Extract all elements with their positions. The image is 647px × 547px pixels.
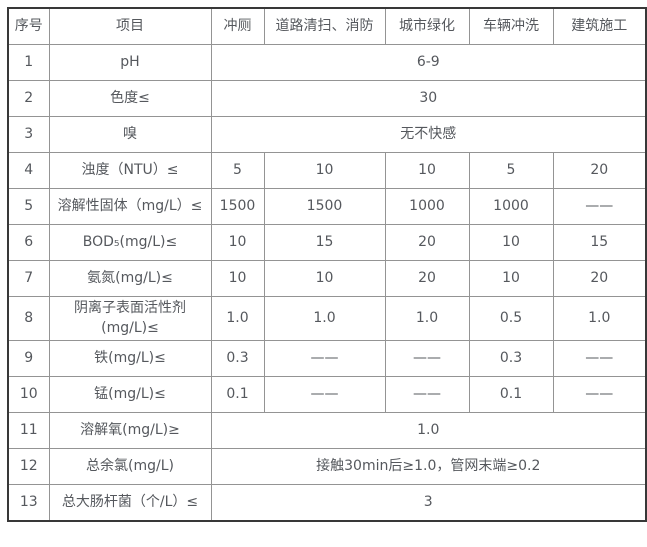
value-cell: 20	[384, 260, 470, 297]
merged-value-cell: 接触30min后≥1.0，管网末端≥0.2	[210, 447, 647, 485]
value-cell: ——	[552, 188, 647, 225]
value-cell: 0.5	[468, 296, 554, 341]
value-cell: 1.0	[384, 296, 470, 341]
value-cell: 1000	[384, 188, 470, 225]
value-cell: 1500	[263, 188, 386, 225]
table-body: 1 pH 6-9 2 色度≤ 30 3 嗅无不快感 4 浊度（NTU）≤ 5 10 10 5 20 5 溶解性固…	[7, 44, 647, 522]
item-cell: 色度≤	[48, 80, 212, 117]
value-cell: 5	[210, 152, 265, 189]
row-number-cell: 1	[7, 44, 50, 81]
item-cell: 氨氮(mg/L)≤	[48, 260, 212, 297]
value-cell: 1.0	[552, 296, 647, 341]
row-number-cell: 13	[7, 483, 50, 522]
header-cell: 序号	[7, 7, 50, 45]
merged-value-cell: 3	[210, 483, 647, 522]
row-number-cell: 2	[7, 80, 50, 117]
value-cell: 1500	[210, 188, 265, 225]
table-row: 10 锰(mg/L)≤ 0.1 —— —— 0.1 ——	[7, 375, 647, 413]
header-cell: 车辆冲洗	[468, 7, 554, 45]
value-cell: 10	[210, 224, 265, 261]
item-cell: 溶解氧(mg/L)≥	[48, 411, 212, 449]
table-row: 4 浊度（NTU）≤ 5 10 10 5 20	[7, 152, 647, 189]
value-cell: 10	[210, 260, 265, 297]
value-cell: ——	[552, 375, 647, 413]
table-row: 13 总大肠杆菌（个/L）≤ 3	[7, 483, 647, 522]
table-row: 11 溶解氧(mg/L)≥ 1.0	[7, 411, 647, 449]
value-cell: 15	[263, 224, 386, 261]
value-cell: 10	[468, 224, 554, 261]
value-cell: ——	[263, 375, 386, 413]
value-cell: 1.0	[263, 296, 386, 341]
row-number-cell: 6	[7, 224, 50, 261]
row-number-cell: 12	[7, 447, 50, 485]
value-cell: 0.3	[468, 339, 554, 377]
item-cell: 锰(mg/L)≤	[48, 375, 212, 413]
item-cell: 总大肠杆菌（个/L）≤	[48, 483, 212, 522]
header-cell: 道路清扫、消防	[263, 7, 386, 45]
value-cell: 0.1	[468, 375, 554, 413]
row-number-cell: 10	[7, 375, 50, 413]
table-row: 2 色度≤ 30	[7, 80, 647, 117]
value-cell: 5	[468, 152, 554, 189]
header-cell: 城市绿化	[384, 7, 470, 45]
merged-value-cell: 1.0	[210, 411, 647, 449]
item-cell: 浊度（NTU）≤	[48, 152, 212, 189]
item-cell: 铁(mg/L)≤	[48, 339, 212, 377]
row-number-cell: 5	[7, 188, 50, 225]
table-row: 8 阴离子表面活性剂 (mg/L)≤ 1.0 1.0 1.0 0.5 1.0	[7, 296, 647, 341]
value-cell: 10	[384, 152, 470, 189]
value-cell: ——	[384, 339, 470, 377]
value-cell: 20	[552, 152, 647, 189]
item-cell: 溶解性固体（mg/L）≤	[48, 188, 212, 225]
row-number-cell: 9	[7, 339, 50, 377]
table-header: 序号 项目 冲厕 道路清扫、消防 城市绿化 车辆冲洗 建筑施工	[7, 7, 647, 45]
row-number-cell: 4	[7, 152, 50, 189]
header-row: 序号 项目 冲厕 道路清扫、消防 城市绿化 车辆冲洗 建筑施工	[7, 7, 647, 45]
value-cell: ——	[552, 339, 647, 377]
header-cell: 建筑施工	[552, 7, 647, 45]
row-number-cell: 3	[7, 116, 50, 153]
value-cell: ——	[384, 375, 470, 413]
row-number-cell: 11	[7, 411, 50, 449]
row-number-cell: 8	[7, 296, 50, 341]
table-row: 3 嗅无不快感	[7, 116, 647, 153]
value-cell: ——	[263, 339, 386, 377]
value-cell: 10	[263, 152, 386, 189]
item-cell: 嗅	[48, 116, 212, 153]
item-cell: BOD₅(mg/L)≤	[48, 224, 212, 261]
table-row: 12 总余氯(mg/L) 接触30min后≥1.0，管网末端≥0.2	[7, 447, 647, 485]
table-row: 1 pH 6-9	[7, 44, 647, 81]
value-cell: 0.1	[210, 375, 265, 413]
merged-value-cell: 6-9	[210, 44, 647, 81]
item-cell: 阴离子表面活性剂 (mg/L)≤	[48, 296, 212, 341]
table-row: 9 铁(mg/L)≤ 0.3 —— —— 0.3 ——	[7, 339, 647, 377]
value-cell: 1000	[468, 188, 554, 225]
value-cell: 0.3	[210, 339, 265, 377]
value-cell: 10	[468, 260, 554, 297]
item-cell: pH	[48, 44, 212, 81]
table-row: 6 BOD₅(mg/L)≤ 10 15 20 10 15	[7, 224, 647, 261]
water-quality-standards-table: 序号 项目 冲厕 道路清扫、消防 城市绿化 车辆冲洗 建筑施工 1 pH 6-9 2 色度≤ 30 3 嗅…	[7, 7, 647, 522]
item-cell: 总余氯(mg/L)	[48, 447, 212, 485]
table-row: 7 氨氮(mg/L)≤ 10 10 20 10 20	[7, 260, 647, 297]
header-cell: 项目	[48, 7, 212, 45]
value-cell: 10	[263, 260, 386, 297]
value-cell: 15	[552, 224, 647, 261]
merged-value-cell: 无不快感	[210, 116, 647, 153]
merged-value-cell: 30	[210, 80, 647, 117]
table-row: 5 溶解性固体（mg/L）≤ 1500 1500 1000 1000 ——	[7, 188, 647, 225]
header-cell: 冲厕	[210, 7, 265, 45]
value-cell: 1.0	[210, 296, 265, 341]
value-cell: 20	[552, 260, 647, 297]
row-number-cell: 7	[7, 260, 50, 297]
value-cell: 20	[384, 224, 470, 261]
